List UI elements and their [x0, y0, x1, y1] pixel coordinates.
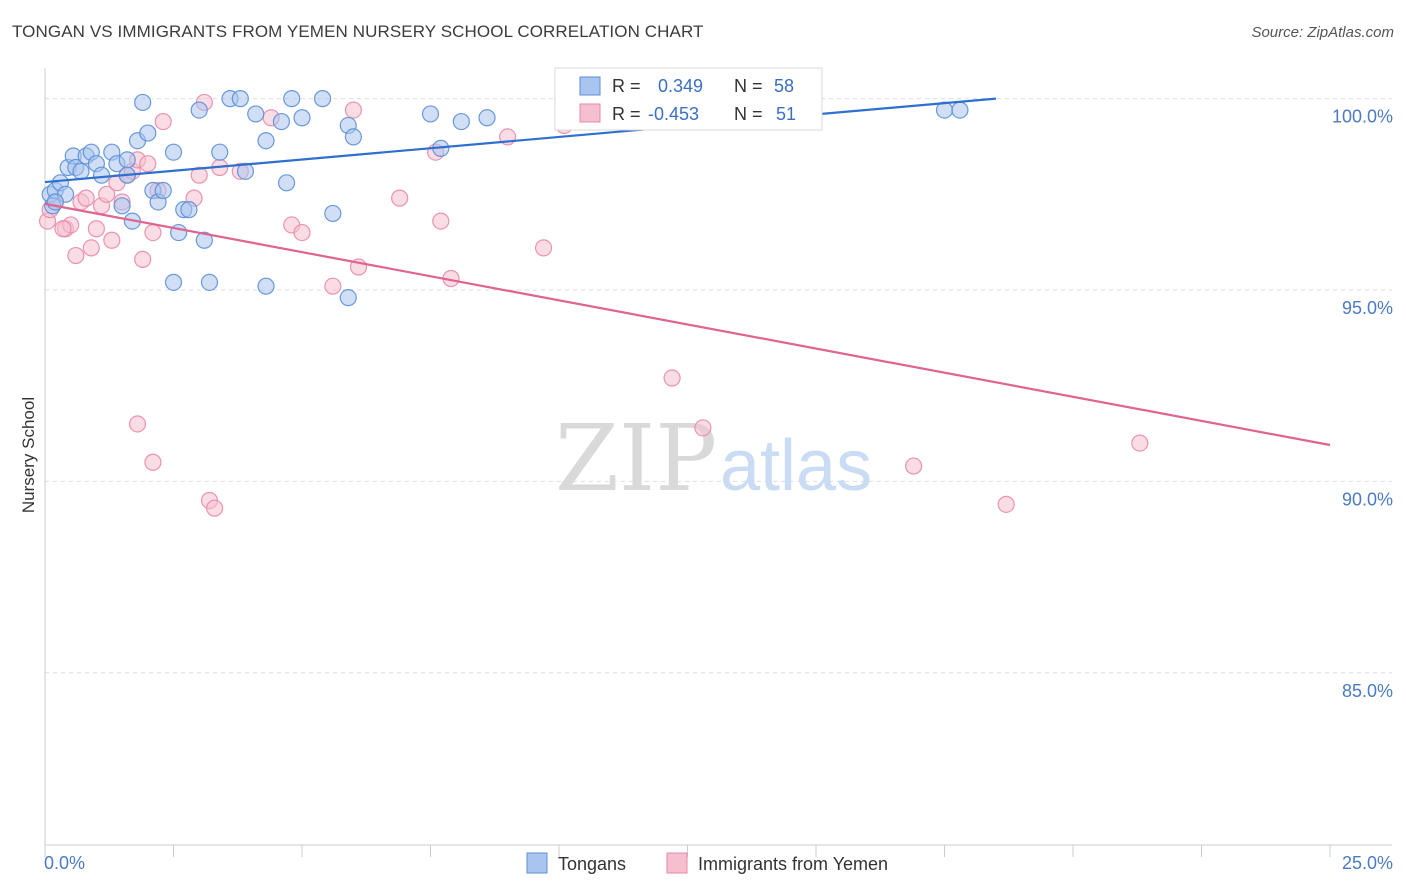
- yemen-point: [144, 453, 162, 471]
- y-axis-title: Nursery School: [19, 397, 38, 513]
- trend-lines: [44, 97, 1331, 447]
- y-tick-label: 90.0%: [1342, 489, 1393, 509]
- yemen-point: [103, 231, 121, 249]
- legend-n-value-1: 58: [774, 76, 794, 96]
- yemen-point: [98, 185, 116, 203]
- tongans-point: [92, 166, 111, 184]
- legend-n-value-2: 51: [776, 104, 796, 124]
- legend-r-label-1: R =: [612, 76, 641, 96]
- watermark-zip: ZIP: [555, 405, 717, 512]
- watermark-atlas: atlas: [720, 426, 872, 506]
- yemen-swatch: [579, 103, 601, 123]
- tongans-point: [231, 90, 249, 108]
- yemen-point: [534, 239, 553, 257]
- tongans-point: [195, 231, 213, 249]
- legend-r-label-2: R =: [612, 104, 641, 124]
- stats-legend: R = 0.349 N = 58 R = -0.453 N = 51: [554, 67, 823, 131]
- yemen-point: [128, 415, 147, 433]
- tongans-point: [421, 105, 440, 123]
- tongans-point: [200, 273, 219, 291]
- tongans-point: [236, 162, 255, 180]
- yemen-point: [87, 220, 106, 238]
- legend-tongans-label: Tongans: [558, 854, 626, 874]
- yemen-point: [1131, 434, 1149, 452]
- tongans-point: [452, 112, 470, 131]
- yemen-point: [54, 220, 72, 238]
- tongans-point: [72, 162, 90, 180]
- tongans-point: [283, 90, 301, 108]
- tongans-trend-line: [44, 97, 996, 184]
- tongans-point: [257, 132, 275, 150]
- yemen-point: [324, 277, 342, 295]
- tongans-point: [134, 93, 152, 112]
- yemen-point: [391, 189, 409, 207]
- tongans-point: [339, 289, 357, 307]
- yemen-point: [663, 369, 681, 387]
- legend-yemen-label: Immigrants from Yemen: [698, 854, 888, 874]
- tongans-point: [293, 109, 311, 127]
- yemen-trend-line: [44, 202, 1331, 447]
- legend-tongans-swatch: [526, 852, 548, 874]
- yemen-point: [154, 112, 172, 131]
- yemen-point: [694, 419, 712, 437]
- yemen-point: [997, 495, 1015, 513]
- tongans-point: [344, 128, 362, 146]
- tongans-point: [164, 273, 183, 291]
- y-tick-label: 85.0%: [1342, 681, 1393, 701]
- y-tick-label: 100.0%: [1332, 107, 1393, 127]
- yemen-point: [134, 250, 152, 268]
- axes: [44, 68, 1392, 857]
- x-tick-label: 25.0%: [1342, 853, 1393, 873]
- legend-yemen-swatch: [666, 852, 688, 874]
- tongans-point: [139, 124, 157, 142]
- gridlines: [45, 98, 1392, 674]
- tongans-point: [180, 201, 198, 219]
- tongans-point: [190, 101, 208, 119]
- tongans-swatch: [579, 76, 601, 96]
- yemen-point: [905, 457, 923, 475]
- tongans-point: [324, 204, 342, 223]
- yemen-point: [144, 223, 162, 242]
- yemen-point: [432, 212, 450, 230]
- tongans-point: [154, 181, 172, 200]
- y-tick-label: 95.0%: [1342, 298, 1393, 318]
- legend-r-value-1: 0.349: [658, 76, 703, 96]
- legend-n-label-1: N =: [734, 76, 763, 96]
- yemen-point: [344, 101, 362, 119]
- tongans-point: [118, 151, 136, 169]
- tongans-point: [113, 197, 131, 215]
- series-legend: Tongans Immigrants from Yemen: [526, 852, 888, 874]
- legend-n-label-2: N =: [734, 104, 763, 124]
- yemen-point: [206, 499, 224, 517]
- tongans-point: [164, 143, 183, 161]
- tongans-point: [277, 174, 296, 192]
- legend-r-value-2: -0.453: [648, 104, 699, 124]
- yemen-point: [293, 223, 311, 242]
- yemen-point: [139, 155, 157, 173]
- yemen-point: [77, 189, 95, 207]
- tongans-point: [247, 105, 265, 123]
- tongans-point: [313, 90, 332, 108]
- series-tongans-points: [41, 90, 969, 307]
- yemen-point: [67, 246, 85, 265]
- tongans-point: [272, 112, 291, 131]
- x-tick-label: 0.0%: [44, 853, 85, 873]
- yemen-point: [82, 239, 100, 257]
- yemen-point: [190, 166, 208, 184]
- tongans-point: [257, 277, 275, 295]
- tick-labels: 85.0% 90.0% 95.0% 100.0% 0.0% 25.0%: [44, 107, 1393, 873]
- source-label: Source: ZipAtlas.com: [1251, 24, 1394, 41]
- chart-title: TONGAN VS IMMIGRANTS FROM YEMEN NURSERY …: [12, 22, 704, 41]
- watermark: ZIP atlas: [555, 405, 872, 512]
- tongans-point: [478, 109, 496, 127]
- tongans-point: [211, 143, 229, 161]
- tongans-point: [951, 101, 969, 119]
